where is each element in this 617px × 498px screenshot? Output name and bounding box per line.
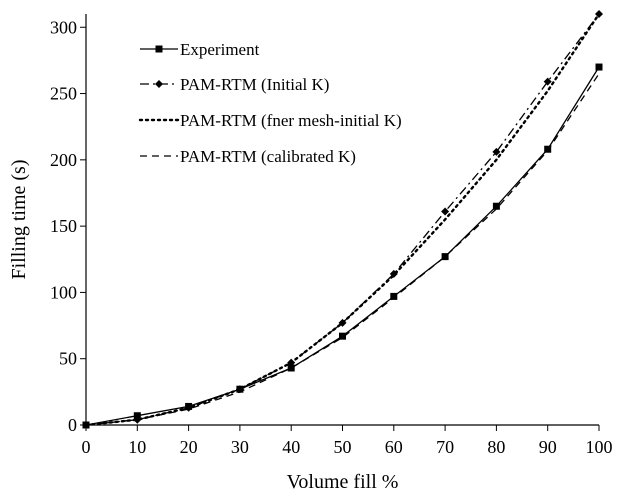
data-point-series-2: [441, 207, 450, 216]
data-point-series-1: [492, 202, 500, 210]
y-tick-label: 150: [50, 216, 77, 236]
x-tick-label: 70: [436, 437, 454, 457]
y-tick-label: 100: [50, 282, 77, 302]
legend-label-3: PAM-RTM (fner mesh-initial K): [180, 111, 402, 130]
x-tick-label: 40: [282, 437, 300, 457]
data-point-series-1: [287, 364, 295, 372]
y-axis-title: Filling time (s): [8, 160, 30, 280]
x-tick-label: 90: [539, 437, 557, 457]
data-point-series-1: [595, 63, 603, 71]
x-tick-label: 30: [231, 437, 249, 457]
legend-label-1: Experiment: [180, 40, 260, 59]
legend-marker-1: [155, 45, 163, 53]
series-line-4: [85, 73, 600, 426]
x-tick-label: 80: [487, 437, 505, 457]
y-tick-label: 0: [68, 415, 77, 435]
y-tick-label: 50: [59, 349, 77, 369]
x-axis-title: Volume fill %: [287, 471, 399, 493]
x-tick-label: 60: [385, 437, 403, 457]
x-tick-label: 10: [128, 437, 146, 457]
data-point-series-2: [543, 77, 552, 86]
series-line-3: [84, 12, 601, 427]
legend-marker-2: [155, 80, 163, 88]
x-tick-label: 0: [82, 437, 91, 457]
y-tick-label: 300: [50, 17, 77, 37]
data-point-series-2: [492, 147, 501, 156]
x-tick-label: 20: [180, 437, 198, 457]
y-tick-label: 250: [50, 84, 77, 104]
x-tick-label: 100: [586, 437, 613, 457]
data-point-series-1: [339, 332, 346, 340]
data-point-series-1: [390, 292, 398, 300]
legend-label-4: PAM-RTM (calibrated K): [180, 147, 356, 166]
y-tick-label: 200: [50, 150, 77, 170]
data-point-series-1: [441, 253, 449, 261]
x-tick-label: 50: [334, 437, 352, 457]
legend-label-2: PAM-RTM (Initial K): [180, 75, 329, 94]
data-point-series-1: [544, 145, 552, 153]
series-line-2: [85, 13, 600, 426]
